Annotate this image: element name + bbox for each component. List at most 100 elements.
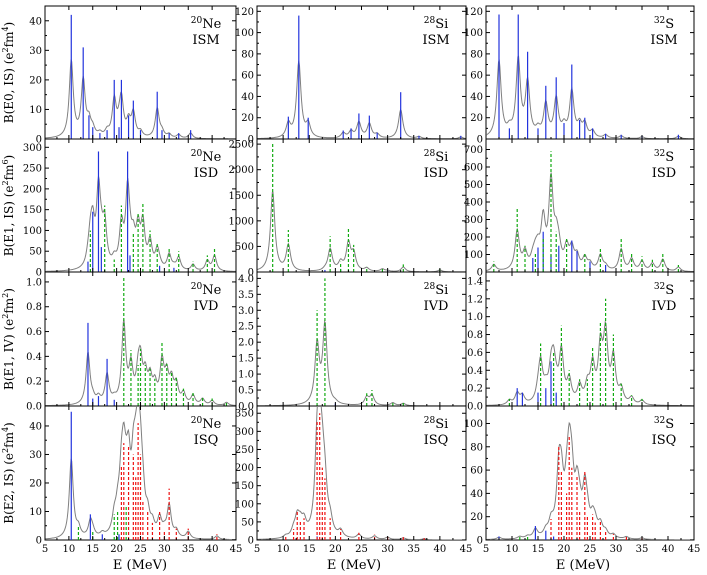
y-tick-label: 100 xyxy=(464,28,483,39)
x-tick-label: 10 xyxy=(277,544,290,555)
mass-number: 28 xyxy=(424,149,436,159)
plot-area xyxy=(45,276,236,406)
y-tick-label: 0.0 xyxy=(238,402,254,413)
y-tick-label: 0.2 xyxy=(467,384,483,395)
element-symbol: Si xyxy=(435,417,448,432)
nucleus-label: 20Ne xyxy=(191,16,222,32)
x-tick-label: 30 xyxy=(158,544,171,555)
y-tick-label: 0.5 xyxy=(238,386,254,397)
plot-frame xyxy=(256,5,467,140)
nucleus-label: 20Ne xyxy=(191,149,222,165)
y-tick-label: 3.5 xyxy=(238,290,254,301)
xlabel-col-2: E (MeV) xyxy=(327,558,381,573)
mode-label: ISQ xyxy=(194,433,219,448)
nucleus-label: 28Si xyxy=(424,416,449,432)
nucleus-label: 28Si xyxy=(424,16,449,32)
y-tick-label: 40 xyxy=(241,92,254,103)
x-tick-label: 20 xyxy=(558,544,571,555)
y-tick-label: 30 xyxy=(29,450,42,461)
x-tick-label: 35 xyxy=(182,544,195,555)
plot-frame xyxy=(44,138,237,273)
y-tick-label: 0.4 xyxy=(467,366,483,377)
mode-label: ISD xyxy=(194,166,218,181)
x-tick-label: 5 xyxy=(483,544,489,555)
mass-number: 20 xyxy=(191,282,203,292)
y-tick-label: 80 xyxy=(470,442,483,453)
x-tick-label: 45 xyxy=(230,544,243,555)
plot-frame xyxy=(485,5,695,140)
x-tick-label: 15 xyxy=(86,544,99,555)
nucleus-label: 20Ne xyxy=(191,282,222,298)
plot-area xyxy=(486,298,694,406)
x-tick-label: 40 xyxy=(206,544,219,555)
y-tick-label: 600 xyxy=(464,163,483,174)
y-tick-label: 0.8 xyxy=(26,302,42,313)
x-tick-label: 15 xyxy=(303,544,316,555)
element-symbol: Ne xyxy=(202,150,221,165)
y-tick-label: 300 xyxy=(23,143,42,154)
y-tick-label: 2000 xyxy=(229,165,254,176)
y-tick-label: 300 xyxy=(235,427,254,438)
mass-number: 20 xyxy=(191,149,203,159)
x-tick-label: 5 xyxy=(254,544,260,555)
y-tick-label: 0.4 xyxy=(26,352,42,363)
x-tick-label: 10 xyxy=(506,544,519,555)
x-tick-label: 25 xyxy=(584,544,597,555)
y-tick-label: 0 xyxy=(36,268,42,279)
y-tick-label: 20 xyxy=(470,512,483,523)
element-symbol: S xyxy=(665,17,674,32)
y-tick-label: 400 xyxy=(464,198,483,209)
xlabel-col-3: E (MeV) xyxy=(556,558,610,573)
y-tick-label: 100 xyxy=(235,499,254,510)
y-tick-label: 200 xyxy=(23,184,42,195)
x-tick-label: 5 xyxy=(42,544,48,555)
y-tick-label: 0.8 xyxy=(467,330,483,341)
y-tick-label: 250 xyxy=(23,164,42,175)
x-tick-label: 40 xyxy=(434,544,447,555)
mode-label: IVD xyxy=(652,299,677,314)
y-tick-label: 150 xyxy=(235,481,254,492)
y-tick-label: 1.5 xyxy=(238,354,254,365)
y-tick-label: 60 xyxy=(470,71,483,82)
x-tick-label: 25 xyxy=(355,544,368,555)
y-tick-label: 300 xyxy=(464,215,483,226)
mode-label: ISQ xyxy=(424,433,449,448)
nucleus-label: 32S xyxy=(654,16,674,32)
y-tick-label: 0.6 xyxy=(26,327,42,338)
nucleus-label: 28Si xyxy=(424,282,449,298)
plot-area xyxy=(486,421,694,540)
row-ylabel: B(E1, IV) (e2fm2) xyxy=(1,288,16,390)
y-tick-label: 0 xyxy=(248,536,254,547)
envelope-curve xyxy=(45,406,236,540)
element-symbol: Si xyxy=(435,150,448,165)
y-tick-label: 20 xyxy=(29,75,42,86)
row-ylabel: B(E0, IS) (e2fm4) xyxy=(1,22,16,123)
mass-number: 28 xyxy=(424,416,436,426)
nucleus-label: 32S xyxy=(654,149,674,165)
y-tick-label: 1500 xyxy=(229,191,254,202)
plot-frame xyxy=(485,405,695,541)
x-tick-label: 20 xyxy=(110,544,123,555)
mass-number: 32 xyxy=(654,149,665,159)
y-tick-label: 40 xyxy=(470,489,483,500)
element-symbol: Si xyxy=(435,17,448,32)
mass-number: 32 xyxy=(654,16,665,26)
y-tick-label: 4.0 xyxy=(238,274,254,285)
x-tick-label: 20 xyxy=(329,544,342,555)
mass-number: 32 xyxy=(654,416,665,426)
y-tick-label: 20 xyxy=(470,113,483,124)
nucleus-label: 32S xyxy=(654,282,674,298)
y-tick-label: 2.5 xyxy=(238,322,254,333)
x-tick-label: 30 xyxy=(610,544,623,555)
y-tick-label: 120 xyxy=(235,7,254,18)
y-tick-label: 80 xyxy=(241,49,254,60)
mode-label: ISM xyxy=(192,33,219,48)
plot-area xyxy=(45,151,236,272)
x-tick-label: 35 xyxy=(636,544,649,555)
envelope-curve xyxy=(486,172,694,272)
